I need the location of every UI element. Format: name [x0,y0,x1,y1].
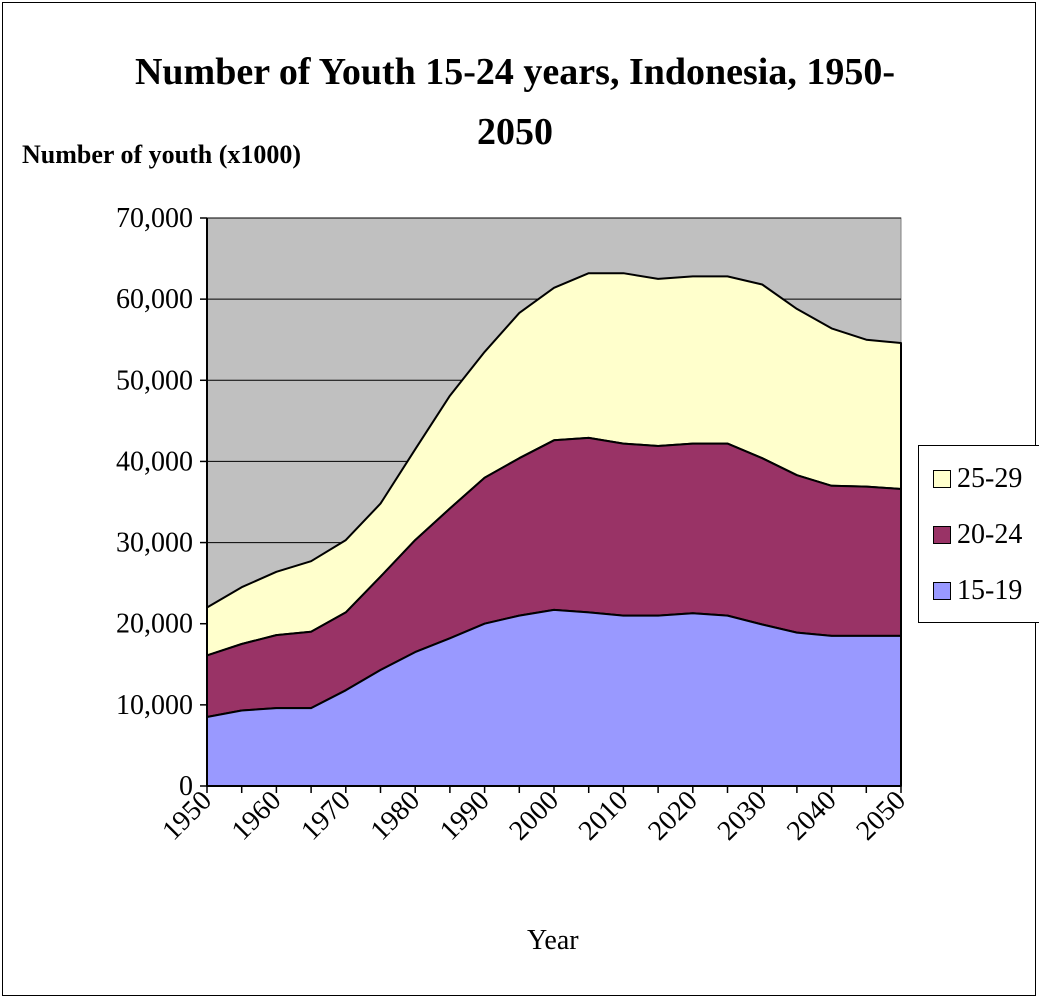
legend-label: 25-29 [957,463,1023,494]
x-axis-label: Year [527,925,579,956]
x-tick-label: 1980 [365,785,427,847]
legend-item: 15-19 [933,575,1023,606]
y-tick-label: 40,000 [116,446,193,477]
chart-title: Number of Youth 15-24 years, Indonesia, … [134,51,896,153]
x-tick-label: 1960 [226,785,288,847]
legend-item: 25-29 [933,463,1023,494]
legend: 25-29 20-24 15-19 [918,445,1039,623]
x-tick-label: 2000 [503,785,565,847]
y-tick-label: 0 [179,771,193,802]
x-tick-label: 1970 [295,785,357,847]
legend-label: 20-24 [957,519,1023,550]
y-tick-label: 50,000 [116,365,193,396]
y-tick-label: 30,000 [116,528,193,559]
x-tick-label: 2020 [642,785,704,847]
legend-label: 15-19 [957,575,1023,606]
legend-swatch [933,470,951,488]
x-tick-label: 2010 [573,785,635,847]
x-tick-label: 2030 [712,785,774,847]
y-tick-label: 70,000 [116,203,193,234]
x-tick-label: 2050 [850,785,912,847]
x-tick-label: 1950 [156,785,218,847]
y-tick-label: 20,000 [116,609,193,640]
x-tick-label: 2040 [781,785,843,847]
y-axis-label: Number of youth (x1000) [22,140,302,169]
legend-item: 20-24 [933,519,1023,550]
y-tick-label: 60,000 [116,284,193,315]
x-tick-label: 1990 [434,785,496,847]
legend-swatch [933,526,951,544]
y-tick-label: 10,000 [116,690,193,721]
legend-swatch [933,582,951,600]
